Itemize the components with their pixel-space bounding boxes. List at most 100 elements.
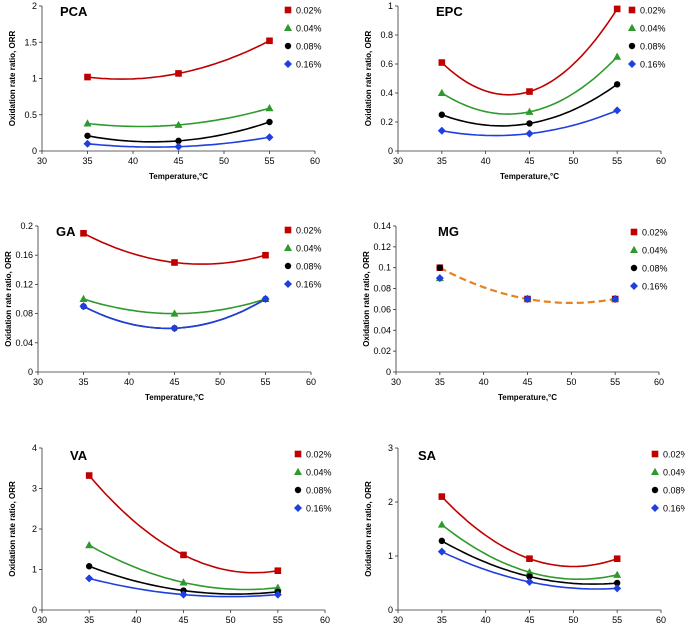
y-tick-label: 0 <box>28 367 33 377</box>
y-tick-label: 0.4 <box>380 88 393 98</box>
x-tick-label: 30 <box>33 377 43 387</box>
legend-label: 0.02% <box>640 6 666 16</box>
legend-marker <box>628 60 636 68</box>
y-tick-label: 1 <box>388 551 393 561</box>
y-tick-label: 0 <box>388 146 393 156</box>
data-point <box>175 70 182 77</box>
x-tick-label: 50 <box>226 615 236 625</box>
data-point <box>266 37 273 45</box>
data-point <box>437 88 446 96</box>
x-tick-label: 60 <box>306 377 316 387</box>
legend-label: 0.08% <box>640 42 666 52</box>
data-point <box>273 583 282 591</box>
data-point <box>265 104 274 112</box>
x-tick-label: 50 <box>568 615 578 625</box>
data-point <box>613 5 621 13</box>
legend-label: 0.04% <box>663 468 685 478</box>
data-point <box>180 551 187 559</box>
legend-marker <box>628 23 636 31</box>
legend-marker <box>284 280 292 288</box>
data-point <box>85 563 93 570</box>
data-point <box>438 537 446 545</box>
x-tick-label: 55 <box>273 615 283 625</box>
y-tick-label: 1.5 <box>24 37 37 47</box>
data-point <box>84 132 91 139</box>
data-point <box>613 584 622 593</box>
x-tick-label: 45 <box>169 377 179 387</box>
x-tick-label: 55 <box>610 377 620 387</box>
legend-label: 0.02% <box>306 450 332 460</box>
y-tick-label: 4 <box>32 443 37 453</box>
y-axis-title: Oxidation rate ratio, ORR <box>364 30 373 126</box>
panel-title: VA <box>70 448 88 463</box>
y-tick-label: 1 <box>388 1 393 11</box>
legend-label: 0.16% <box>296 60 322 70</box>
data-point <box>174 142 183 151</box>
data-point <box>171 259 178 266</box>
legend-label: 0.04% <box>296 24 322 34</box>
x-tick-label: 40 <box>128 156 138 166</box>
legend-marker <box>284 60 292 68</box>
y-tick-label: 0.6 <box>380 59 393 69</box>
data-point <box>84 73 91 81</box>
data-point <box>437 520 446 528</box>
y-tick-label: 0.08 <box>373 284 391 294</box>
legend-marker <box>630 228 638 236</box>
data-point <box>261 295 270 303</box>
x-axis-title: Temperature,°C <box>149 172 208 181</box>
chart-panel-pca: 30 35 40 45 50 55 60 0 0.5 1 1.5 2 Temperature,°C Oxi… <box>8 1 322 181</box>
data-point <box>85 472 93 479</box>
x-tick-label: 60 <box>320 615 330 625</box>
y-tick-label: 0.12 <box>373 242 391 252</box>
x-tick-label: 40 <box>479 377 489 387</box>
x-tick-label: 40 <box>481 615 491 625</box>
x-tick-label: 30 <box>37 156 47 166</box>
x-tick-label: 40 <box>131 615 141 625</box>
x-axis-title: Temperature,°C <box>145 393 204 402</box>
legend-label: 0.08% <box>296 42 322 52</box>
data-point <box>525 129 534 138</box>
data-point <box>170 324 179 333</box>
data-point <box>438 493 446 500</box>
data-point <box>437 547 446 556</box>
y-tick-label: 1 <box>32 565 37 575</box>
legend-label: 0.02% <box>642 228 668 238</box>
legend-marker <box>294 504 302 512</box>
y-tick-label: 0.5 <box>24 110 37 120</box>
legend-marker <box>294 467 302 475</box>
y-tick-label: 0.2 <box>20 221 33 231</box>
data-point <box>79 294 88 302</box>
data-point <box>611 295 620 303</box>
y-axis-title: Oxidation rate ratio, ORR <box>362 251 371 347</box>
legend-label: 0.08% <box>642 264 668 274</box>
x-tick-label: 60 <box>310 156 320 166</box>
x-tick-label: 60 <box>656 156 666 166</box>
legend-marker <box>284 226 292 234</box>
y-tick-label: 0 <box>386 367 391 377</box>
x-axis-title: Temperature,°C <box>500 172 559 181</box>
y-tick-label: 2 <box>32 1 37 11</box>
x-tick-label: 45 <box>524 615 534 625</box>
legend-marker <box>294 450 302 458</box>
legend-marker <box>284 243 292 251</box>
x-tick-label: 35 <box>82 156 92 166</box>
data-point <box>525 107 534 115</box>
y-tick-label: 0.06 <box>373 304 391 314</box>
data-point <box>613 579 621 587</box>
legend-marker <box>284 262 292 270</box>
data-point <box>83 139 92 148</box>
legend-label: 0.04% <box>642 246 668 256</box>
x-tick-label: 45 <box>522 377 532 387</box>
panel-title: EPC <box>436 4 463 19</box>
data-point <box>613 81 621 88</box>
data-point <box>175 137 182 145</box>
y-axis-title: Oxidation rate ratio, ORR <box>364 481 373 577</box>
chart-panel-va: 3035404550556001234Temperature,°COxidati… <box>8 443 332 632</box>
data-point <box>438 59 446 66</box>
legend-label: 0.08% <box>306 486 332 496</box>
x-tick-label: 45 <box>524 156 534 166</box>
data-point <box>523 295 532 303</box>
chart-panel-ga: 30 35 40 45 50 55 60 0 0.04 0.08 0.12 0.16 0.2 Temper… <box>4 221 322 402</box>
x-tick-label: 30 <box>391 377 401 387</box>
